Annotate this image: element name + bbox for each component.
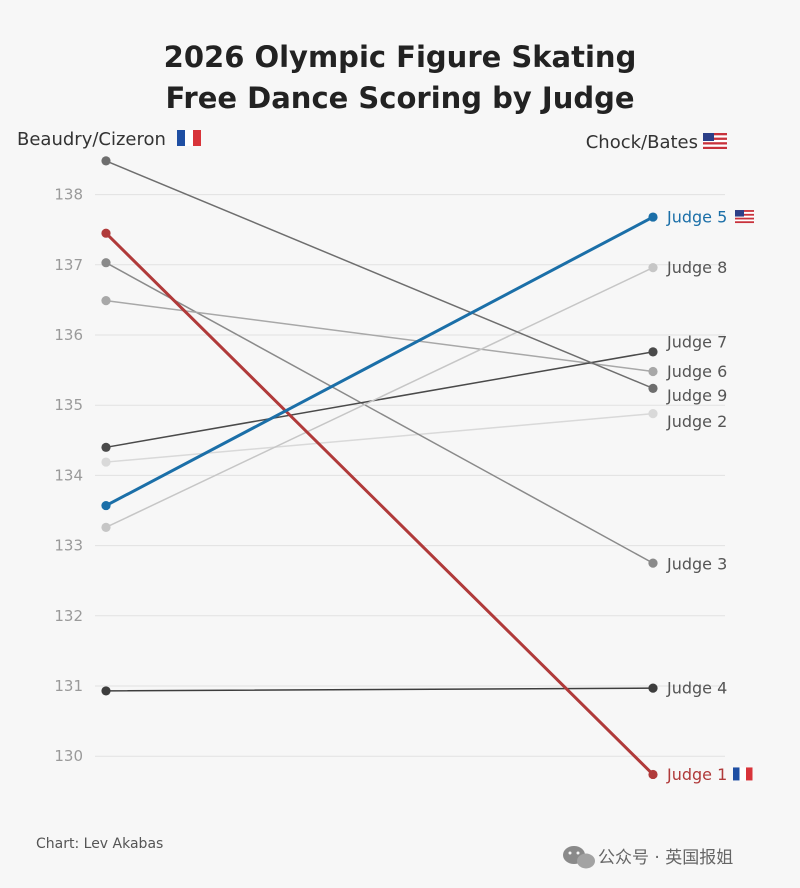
judge-1-point-right <box>648 769 658 780</box>
judge-8-point-right <box>648 263 658 273</box>
france-flag-icon <box>733 767 753 781</box>
france-flag-blue <box>733 767 740 781</box>
judge-8-point-left <box>101 522 111 532</box>
watermark: 公众号 · 英国报姐 <box>563 846 733 869</box>
judge-4-line <box>105 687 654 692</box>
france-flag-icon <box>177 130 201 146</box>
judge-8-label: Judge 8 <box>666 258 727 277</box>
left-column-label: Beaudry/Cizeron <box>17 129 166 150</box>
judge-9-line <box>105 160 654 390</box>
judge-6-label: Judge 6 <box>666 362 727 381</box>
judge-5-label: Judge 5 <box>666 208 727 227</box>
judge-8-line <box>105 266 654 529</box>
judge-3-line <box>105 261 654 564</box>
series-points <box>101 156 658 780</box>
chart-title-line-1: 2026 Olympic Figure Skating <box>164 40 637 74</box>
judge-6-point-left <box>101 296 111 306</box>
y-axis-tick-labels: 130 131 132 133 134 135 136 137 138 <box>54 186 83 766</box>
y-tick-label-135: 135 <box>54 396 83 414</box>
right-column-label: Chock/Bates <box>586 132 698 153</box>
judge-2-point-left <box>101 457 111 467</box>
chart-title-line-2: Free Dance Scoring by Judge <box>165 81 634 115</box>
usa-flag-canton <box>735 210 744 217</box>
judge-5-line <box>104 215 655 508</box>
judge-4-point-right <box>648 683 658 693</box>
judge-4-label: Judge 4 <box>666 679 727 698</box>
judge-5-point-right <box>648 212 658 222</box>
usa-flag-stripe-3 <box>735 221 754 224</box>
y-tick-label-132: 132 <box>54 607 83 625</box>
judge-4-point-left <box>101 686 111 696</box>
judge-7-label: Judge 7 <box>666 332 727 351</box>
usa-flag-stripe-2 <box>735 217 754 220</box>
judge-6-line <box>105 299 654 373</box>
judge-2-point-right <box>648 409 658 419</box>
y-tick-label-130: 130 <box>54 747 83 765</box>
y-tick-label-133: 133 <box>54 537 83 555</box>
france-flag-white <box>739 767 746 781</box>
usa-flag-stripe-1 <box>735 213 754 216</box>
wechat-icon <box>563 846 595 869</box>
y-tick-label-137: 137 <box>54 256 83 274</box>
judge-6-point-right <box>648 366 658 377</box>
judge-2-label: Judge 2 <box>666 412 727 431</box>
series-lines <box>104 160 655 776</box>
judge-7-point-left <box>101 442 111 452</box>
judge-3-point-right <box>648 558 658 568</box>
judge-9-point-right <box>648 383 658 393</box>
y-tick-label-131: 131 <box>54 677 83 695</box>
y-tick-label-136: 136 <box>54 326 83 344</box>
usa-flag-icon <box>703 133 727 149</box>
judge-7-line <box>105 351 654 449</box>
judge-1-line <box>104 231 655 776</box>
series-labels: Judge 1 Judge 2 Judge 3 Judge 4 Judge 5 Judge… <box>666 208 754 784</box>
usa-flag-icon <box>735 210 754 224</box>
left-column-header: Beaudry/Cizeron <box>17 129 201 150</box>
judge-3-point-left <box>101 258 111 268</box>
judge-1-point-left <box>101 228 111 238</box>
france-flag-red <box>746 767 753 781</box>
y-tick-label-138: 138 <box>54 186 83 204</box>
judge-2-line <box>105 412 654 463</box>
usa-flag-stripe-0 <box>735 210 754 212</box>
judge-3-label: Judge 3 <box>666 555 727 574</box>
judge-9-point-left <box>101 156 111 166</box>
y-tick-label-134: 134 <box>54 466 83 484</box>
judge-5-point-left <box>101 500 111 511</box>
judge-1-label: Judge 1 <box>666 765 727 784</box>
right-column-header: Chock/Bates <box>586 132 727 153</box>
judge-7-point-right <box>648 347 658 357</box>
chart-credit: Chart: Lev Akabas <box>36 836 163 852</box>
watermark-text: 公众号 · 英国报姐 <box>598 848 733 868</box>
judge-9-label: Judge 9 <box>666 386 727 405</box>
